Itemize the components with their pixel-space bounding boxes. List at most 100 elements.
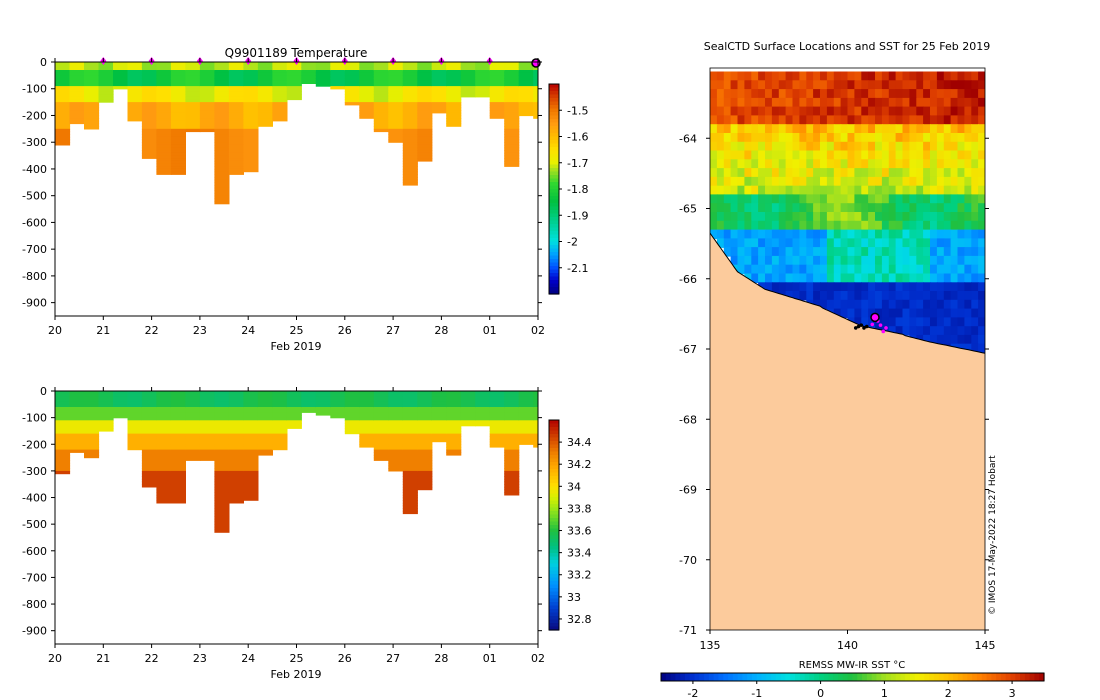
sst-colorbar-swatch <box>828 673 834 681</box>
temp-cell <box>446 64 462 68</box>
sal-cell <box>518 401 534 405</box>
temp-cell <box>417 83 433 87</box>
sst-cell <box>778 176 787 187</box>
temp-cell <box>170 64 186 68</box>
temp-cell <box>156 147 172 151</box>
temp-cell <box>446 102 462 106</box>
sst-cell <box>820 133 828 143</box>
sal-cell <box>69 449 85 453</box>
sal-cell <box>214 436 230 440</box>
sal-cell <box>388 409 404 413</box>
sst-cell <box>888 264 897 275</box>
sal-cell <box>431 433 447 437</box>
sal-cell <box>156 497 172 501</box>
temp-cell <box>156 150 172 154</box>
sst-cell <box>765 150 773 160</box>
sal-cell <box>359 396 375 400</box>
sst-cell <box>854 106 862 117</box>
sst-cell <box>923 299 931 310</box>
sal-cell <box>55 433 71 437</box>
lon-tick-label: 145 <box>975 639 996 652</box>
sst-cell <box>826 124 835 134</box>
sst-cell <box>950 291 959 301</box>
sal-cell <box>272 436 288 440</box>
sal-cell <box>388 436 404 440</box>
sst-cell <box>751 220 759 231</box>
sst-cell <box>957 291 966 301</box>
temp-cell <box>402 99 418 103</box>
temp-cell <box>504 120 520 125</box>
sal-cell <box>388 452 404 456</box>
sal-cell <box>504 492 520 496</box>
sal-cell <box>272 404 288 408</box>
sal-cell <box>185 409 201 413</box>
sst-cell <box>868 97 876 108</box>
temp-cell <box>504 118 520 122</box>
x-tick-label: 21 <box>96 652 110 665</box>
temp-cell <box>113 67 129 71</box>
sst-cell <box>847 150 856 160</box>
sst-cell <box>930 106 938 117</box>
sal-cell <box>199 433 215 437</box>
sal-cell <box>257 452 273 456</box>
sal-cell <box>141 433 157 437</box>
sst-cell <box>881 133 890 143</box>
sst-cell <box>833 80 842 90</box>
sal-cell <box>504 468 520 472</box>
sst-cell <box>723 176 732 187</box>
sal-cell <box>257 417 273 421</box>
sal-cell <box>402 454 418 459</box>
sal-cell <box>286 409 302 413</box>
sst-cell <box>964 203 972 213</box>
temp-cell <box>373 102 389 106</box>
sal-cell <box>431 438 447 443</box>
sal-colorbar-swatch <box>549 539 559 544</box>
sst-cell <box>909 203 917 213</box>
sst-cell <box>771 255 780 266</box>
temp-cell <box>243 123 259 127</box>
temperature-x-axis: 20 21 22 23 24 25 26 27 28 01 02 <box>48 58 545 337</box>
sal-cell <box>402 484 418 488</box>
temp-cell <box>69 96 85 101</box>
sal-cell <box>446 444 462 448</box>
sal-cell <box>359 409 375 413</box>
sal-cell <box>504 391 520 395</box>
sst-cell <box>943 133 952 143</box>
sst-cell <box>799 203 807 213</box>
lat-tick-label: -64 <box>679 132 697 145</box>
sst-cell <box>730 106 739 117</box>
temp-cell <box>141 139 157 143</box>
sal-cell <box>243 438 259 443</box>
sst-cell <box>785 185 794 196</box>
sst-cell <box>723 247 732 257</box>
sal-cell <box>417 401 433 405</box>
temp-cell <box>272 91 288 95</box>
temp-cell <box>489 64 505 68</box>
sst-cell <box>881 71 890 81</box>
temp-cell <box>344 91 360 95</box>
track-point <box>864 324 869 329</box>
sst-colorbar-swatch <box>665 673 672 681</box>
sst-cell <box>847 176 856 187</box>
sst-cell <box>957 194 966 204</box>
sst-cell <box>923 71 931 81</box>
sst-cell <box>737 203 746 213</box>
sst-cell <box>751 247 759 257</box>
sst-cell <box>916 124 924 134</box>
temp-cell <box>272 112 288 117</box>
temp-cell <box>141 96 157 101</box>
sal-cell <box>286 404 302 408</box>
sst-cell <box>930 176 938 187</box>
sst-colorbar-swatch <box>1024 673 1031 681</box>
sst-colorbar-swatch <box>833 673 839 681</box>
sst-cell <box>895 124 904 134</box>
temp-cell <box>388 110 404 114</box>
sst-cell <box>909 194 917 204</box>
temp-cell <box>84 83 100 87</box>
sal-cell <box>214 438 230 443</box>
temp-cell <box>272 115 288 119</box>
temp-cell <box>156 96 172 101</box>
sst-cell <box>716 89 725 99</box>
sst-cell <box>950 141 959 152</box>
sal-cell <box>402 492 418 496</box>
